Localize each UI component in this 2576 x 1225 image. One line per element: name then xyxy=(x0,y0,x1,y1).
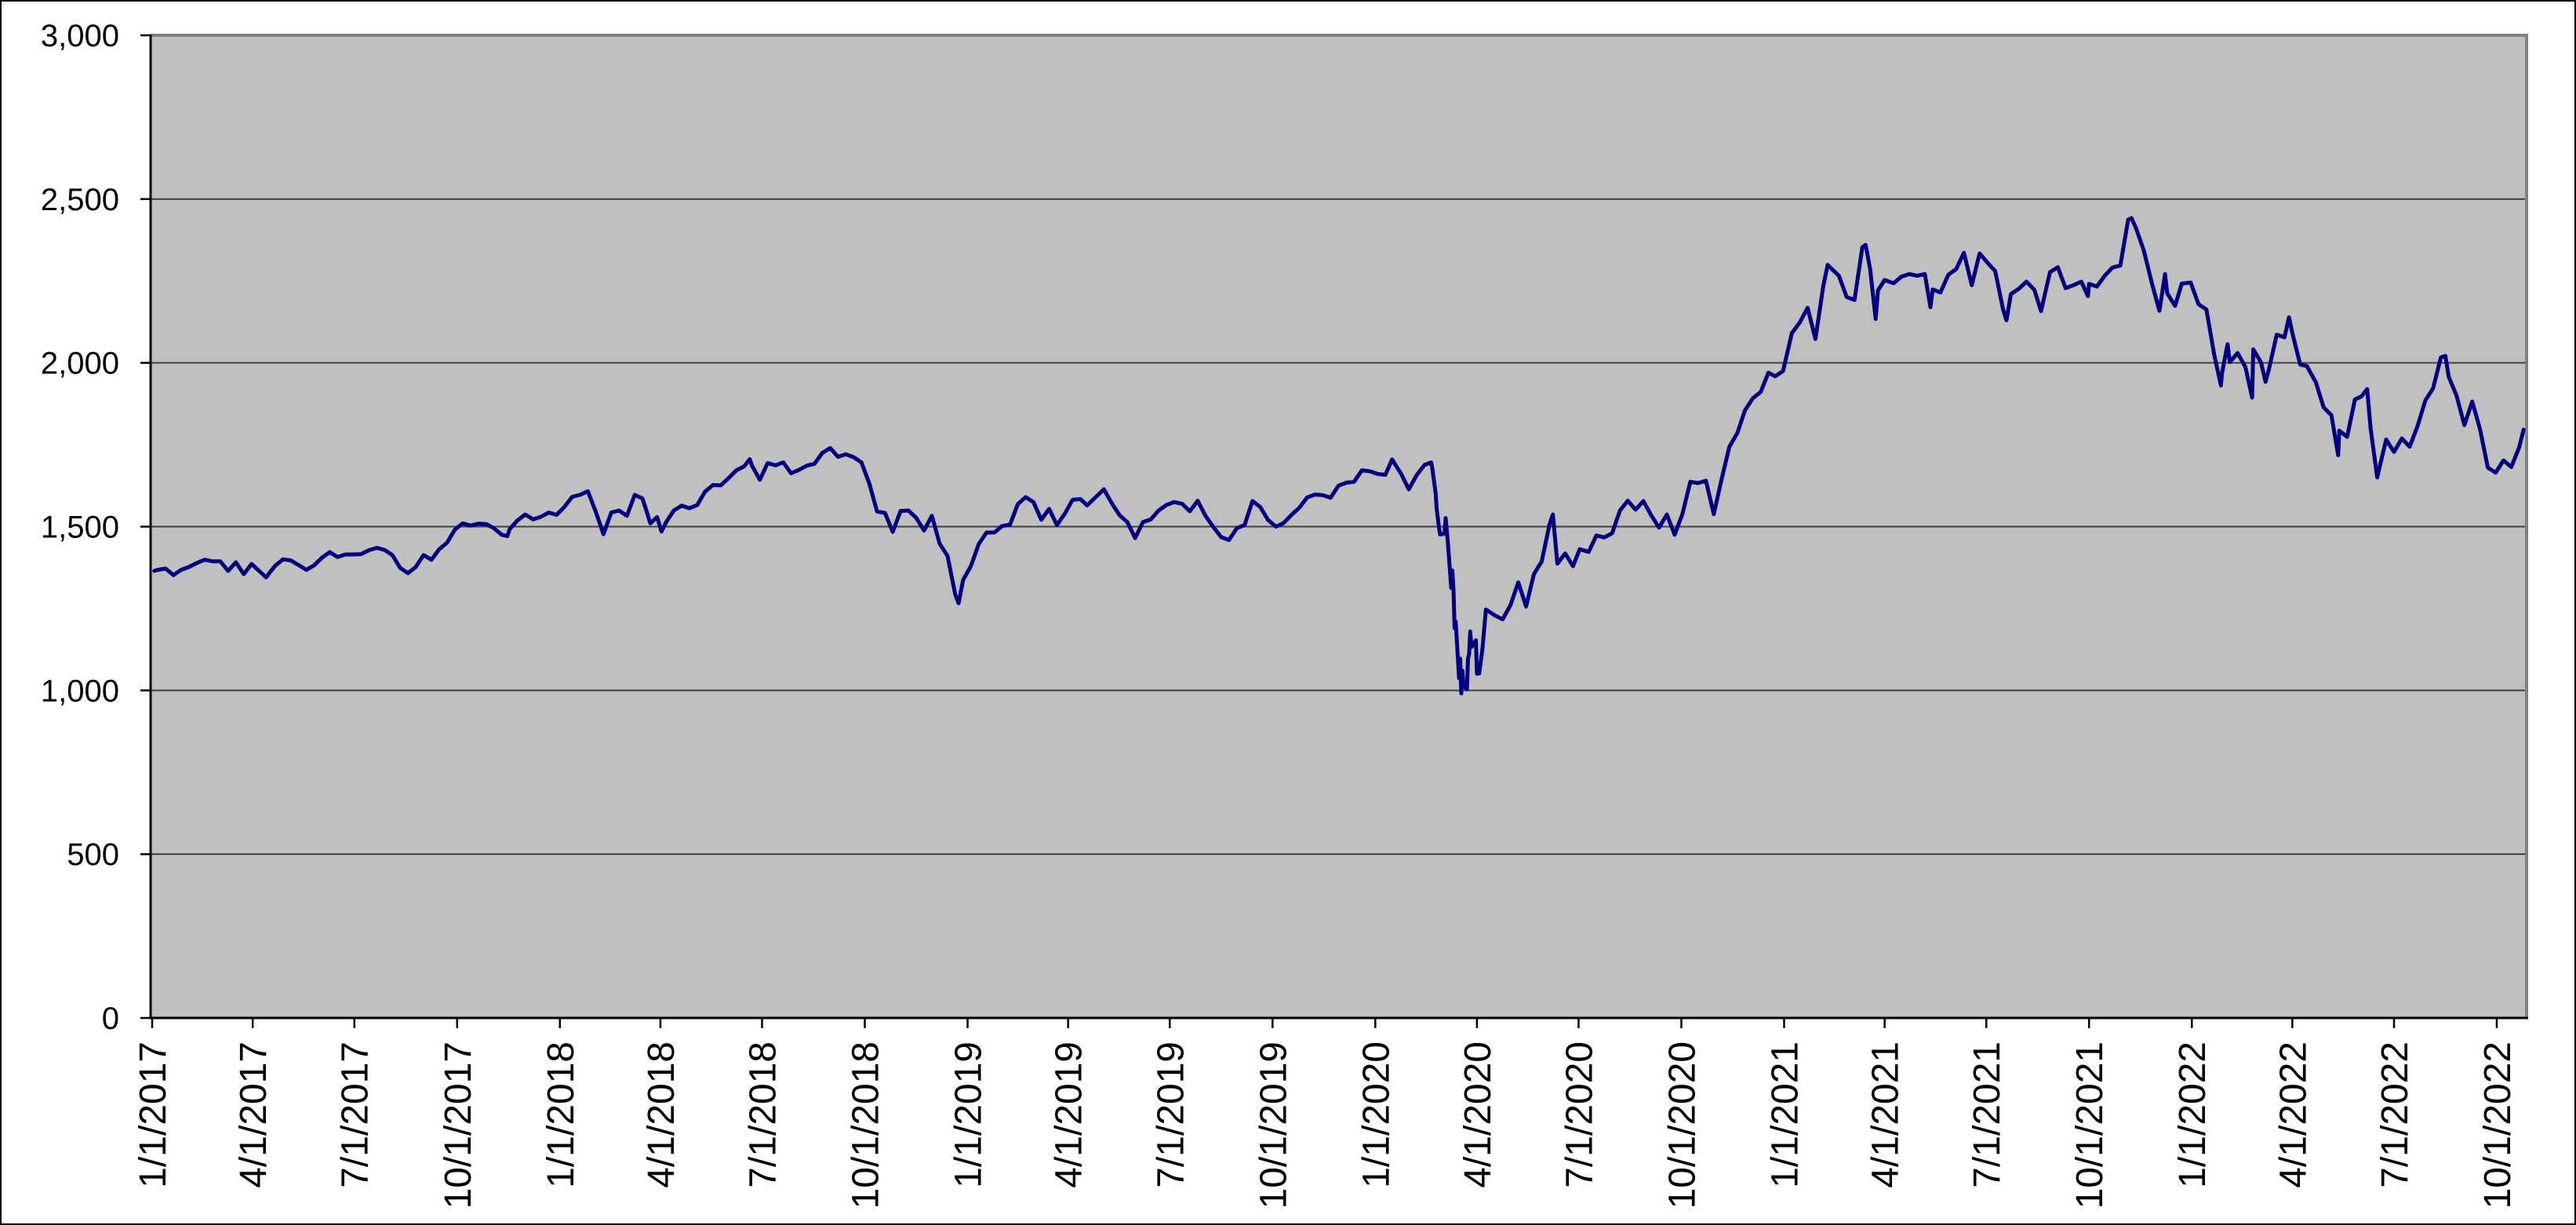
x-tick-label: 1/1/2018 xyxy=(540,1041,582,1188)
y-tick-label: 3,000 xyxy=(41,19,119,53)
y-tick-label: 0 xyxy=(102,1001,119,1036)
y-tick-label: 1,500 xyxy=(41,511,119,545)
x-tick-label: 7/1/2020 xyxy=(1559,1041,1600,1188)
x-tick-label: 7/1/2017 xyxy=(335,1041,377,1188)
y-tick-label: 500 xyxy=(67,838,119,872)
x-tick-label: 7/1/2018 xyxy=(743,1041,784,1188)
data-series-line xyxy=(152,216,2526,696)
x-tick-label: 4/1/2017 xyxy=(233,1041,275,1188)
x-tick-label: 10/1/2022 xyxy=(2477,1041,2519,1209)
x-tick-label: 10/1/2019 xyxy=(1253,1041,1294,1209)
y-tick-label: 1,000 xyxy=(41,674,119,708)
x-tick-label: 1/1/2019 xyxy=(948,1041,990,1188)
x-tick-label: 7/1/2022 xyxy=(2374,1041,2416,1188)
x-tick-label: 4/1/2020 xyxy=(1457,1041,1499,1188)
x-tick-label: 10/1/2020 xyxy=(1661,1041,1703,1209)
x-tick-label: 10/1/2018 xyxy=(846,1041,887,1209)
x-tick-label: 7/1/2019 xyxy=(1150,1041,1192,1188)
x-tick-label: 4/1/2018 xyxy=(641,1041,682,1188)
x-tick-label: 4/1/2019 xyxy=(1049,1041,1090,1188)
y-tick-label: 2,500 xyxy=(41,183,119,217)
x-tick-label: 1/1/2020 xyxy=(1355,1041,1397,1188)
x-tick-label: 4/1/2022 xyxy=(2272,1041,2314,1188)
x-tick-label: 4/1/2021 xyxy=(1865,1041,1907,1188)
x-tick-label: 1/1/2017 xyxy=(133,1041,174,1188)
x-tick-label: 10/1/2021 xyxy=(2069,1041,2111,1209)
x-tick-label: 10/1/2017 xyxy=(438,1041,479,1209)
x-tick-label: 1/1/2021 xyxy=(1764,1041,1806,1188)
x-tick-label: 7/1/2021 xyxy=(1967,1041,2008,1188)
x-tick-label: 1/1/2022 xyxy=(2172,1041,2214,1188)
y-tick-label: 2,000 xyxy=(41,347,119,381)
